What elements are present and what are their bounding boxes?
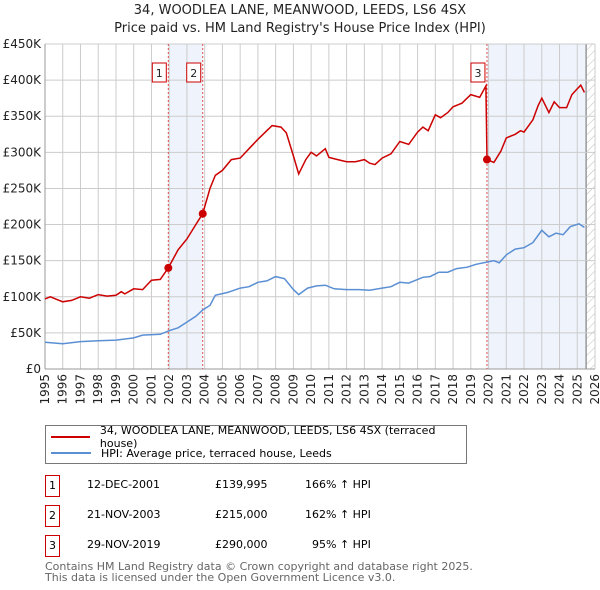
x-tick-label: 2025	[570, 374, 584, 405]
x-tick-label: 2002	[162, 374, 176, 405]
x-tick-label: 2010	[304, 374, 318, 405]
x-tick-label: 2001	[144, 374, 158, 405]
x-tick-label: 2007	[251, 374, 265, 405]
y-tick-label: £200K	[3, 218, 43, 232]
sale-label: 2	[190, 67, 197, 80]
y-tick-label: £350K	[3, 109, 43, 123]
legend-label: 34, WOODLEA LANE, MEANWOOD, LEEDS, LS6 4…	[99, 424, 436, 450]
x-tick-label: 1996	[56, 374, 70, 405]
chart-subtitle: Price paid vs. HM Land Registry's House …	[114, 21, 486, 36]
x-tick-label: 1998	[91, 374, 105, 405]
y-tick-label: £400K	[3, 73, 43, 87]
chart-title: 34, WOODLEA LANE, MEANWOOD, LEEDS, LS6 4…	[133, 3, 467, 18]
x-tick-label: 2004	[198, 374, 212, 405]
sale-label-box	[470, 62, 486, 83]
x-tick-label: 2009	[286, 374, 300, 405]
sale-label-box	[186, 62, 202, 83]
x-tick-label: 2014	[375, 374, 389, 405]
sale-label-box	[151, 62, 167, 83]
legend-swatch-red	[51, 436, 90, 438]
x-tick-label: 1995	[38, 374, 52, 405]
legend-swatch-blue	[51, 452, 91, 454]
x-tick-label: 2021	[499, 374, 513, 405]
x-tick-label: 2020	[482, 374, 496, 405]
x-tick-label: 2015	[393, 374, 407, 405]
x-tick-label: 2017	[428, 374, 442, 405]
price: £215,000	[215, 508, 268, 521]
y-tick-label: £0	[26, 362, 41, 376]
shaded-period	[168, 44, 203, 369]
x-tick-label: 2012	[340, 374, 354, 405]
x-tick-label: 1999	[109, 374, 123, 405]
x-tick-label: 2005	[215, 374, 229, 405]
sale-point	[164, 263, 173, 272]
date: 12-DEC-2001	[87, 478, 161, 491]
y-tick-label: £450K	[3, 37, 43, 51]
x-tick-label: 2026	[588, 374, 600, 405]
price: £139,995	[215, 478, 268, 491]
legend-item-hpi: HPI: Average price, terraced house, Leed…	[51, 446, 332, 460]
y-tick-label: £100K	[3, 290, 43, 304]
sale-point	[482, 155, 491, 164]
footer-licence: This data is licensed under the Open Gov…	[45, 571, 396, 584]
y-tick-label: £250K	[3, 181, 43, 195]
marker-badge: 1	[45, 475, 60, 497]
x-tick-label: 2000	[127, 374, 141, 405]
y-tick-label: £300K	[3, 145, 43, 159]
legend: 34, WOODLEA LANE, MEANWOOD, LEEDS, LS6 4…	[45, 424, 467, 464]
x-tick-label: 2018	[446, 374, 460, 405]
date: 21-NOV-2003	[87, 508, 161, 521]
hpi-change: 95% ↑ HPI	[312, 538, 371, 551]
x-tick-label: 2003	[180, 374, 194, 405]
sale-point	[198, 209, 207, 218]
legend-label: HPI: Average price, terraced house, Leed…	[101, 446, 332, 460]
x-tick-label: 2019	[464, 374, 478, 405]
x-tick-label: 2011	[322, 374, 336, 405]
sale-label: 3	[474, 67, 481, 80]
shaded-period	[486, 44, 587, 369]
x-tick-label: 2023	[535, 374, 549, 405]
x-tick-label: 2016	[411, 374, 425, 405]
legend-item-property: 34, WOODLEA LANE, MEANWOOD, LEEDS, LS6 4…	[51, 424, 466, 450]
hpi-change: 166% ↑ HPI	[305, 478, 371, 491]
y-tick-label: £50K	[10, 326, 42, 340]
price: £290,000	[215, 538, 268, 551]
series-line	[44, 222, 585, 345]
sale-label: 1	[156, 67, 163, 80]
series-line	[44, 83, 586, 303]
forecast-hatch	[586, 44, 595, 369]
x-tick-label: 2013	[357, 374, 371, 405]
footer-copyright: Contains HM Land Registry data © Crown c…	[45, 560, 473, 573]
y-tick-label: £150K	[3, 254, 43, 268]
marker-badge: 2	[45, 505, 60, 527]
date: 29-NOV-2019	[87, 538, 161, 551]
hpi-change: 162% ↑ HPI	[305, 508, 371, 521]
marker-badge: 3	[45, 535, 60, 557]
x-tick-label: 2022	[517, 374, 531, 405]
x-tick-label: 1997	[73, 374, 87, 405]
x-tick-label: 2024	[553, 374, 567, 405]
x-tick-label: 2006	[233, 374, 247, 405]
x-tick-label: 2008	[269, 374, 283, 405]
